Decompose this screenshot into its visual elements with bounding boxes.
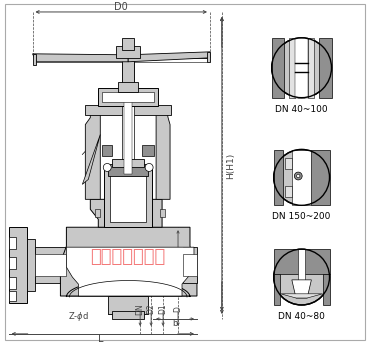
Bar <box>160 209 165 217</box>
Bar <box>274 149 283 205</box>
Text: DN 40~80: DN 40~80 <box>278 312 325 321</box>
Polygon shape <box>90 199 162 227</box>
Bar <box>116 46 140 58</box>
Bar <box>183 254 197 276</box>
Bar <box>112 311 144 319</box>
Polygon shape <box>83 135 100 184</box>
Polygon shape <box>66 280 190 297</box>
Text: b: b <box>172 319 178 328</box>
Circle shape <box>274 149 330 205</box>
Bar <box>108 165 148 176</box>
Polygon shape <box>85 108 100 199</box>
Bar <box>9 237 16 249</box>
Bar <box>118 82 138 92</box>
Text: DN 150~200: DN 150~200 <box>272 212 331 221</box>
Text: H(H1): H(H1) <box>226 152 235 179</box>
Circle shape <box>295 172 302 180</box>
Text: Z-$\phi$d: Z-$\phi$d <box>68 310 89 324</box>
Polygon shape <box>66 247 194 296</box>
Bar <box>9 227 27 303</box>
Bar <box>34 254 66 276</box>
Bar <box>289 38 295 98</box>
Polygon shape <box>60 227 197 296</box>
Bar <box>122 50 134 169</box>
Bar <box>34 247 66 283</box>
Bar <box>319 38 332 98</box>
Bar <box>272 38 284 98</box>
Bar <box>122 55 134 85</box>
Polygon shape <box>33 54 37 65</box>
Polygon shape <box>292 280 312 298</box>
Bar <box>295 38 309 98</box>
Polygon shape <box>207 52 210 62</box>
Text: DN 40~100: DN 40~100 <box>275 105 328 114</box>
Bar <box>108 296 148 314</box>
Bar <box>298 249 305 280</box>
Bar <box>9 291 16 301</box>
Bar <box>285 186 292 197</box>
Bar <box>274 249 330 274</box>
Bar <box>9 257 16 269</box>
Bar <box>183 247 197 283</box>
Bar <box>110 175 146 222</box>
Bar <box>124 100 132 175</box>
Bar <box>85 105 171 115</box>
Circle shape <box>297 174 300 178</box>
Circle shape <box>274 249 330 305</box>
Text: DN: DN <box>136 303 145 315</box>
Bar <box>274 274 280 305</box>
Polygon shape <box>156 108 170 199</box>
Bar <box>292 149 312 205</box>
Bar <box>27 239 34 291</box>
Bar <box>9 277 16 289</box>
Bar <box>312 149 330 205</box>
Bar <box>285 158 292 169</box>
Bar <box>142 145 154 157</box>
Circle shape <box>103 164 111 171</box>
Text: D2: D2 <box>147 304 156 314</box>
Text: L: L <box>98 334 103 344</box>
Bar <box>112 159 144 167</box>
Bar <box>323 274 330 305</box>
Bar <box>122 38 134 50</box>
Bar <box>104 169 152 227</box>
Bar <box>309 38 314 98</box>
Polygon shape <box>128 52 210 62</box>
Polygon shape <box>33 54 128 62</box>
Circle shape <box>145 164 153 171</box>
Text: 上海沪工阀门厂: 上海沪工阀门厂 <box>91 248 166 266</box>
Text: D0: D0 <box>114 2 128 12</box>
Bar <box>95 209 100 217</box>
Text: D1: D1 <box>159 304 168 314</box>
Text: D: D <box>174 306 182 312</box>
Polygon shape <box>281 294 323 298</box>
Bar <box>102 92 154 102</box>
Bar <box>102 145 112 157</box>
Circle shape <box>272 38 332 98</box>
Bar <box>98 88 158 106</box>
